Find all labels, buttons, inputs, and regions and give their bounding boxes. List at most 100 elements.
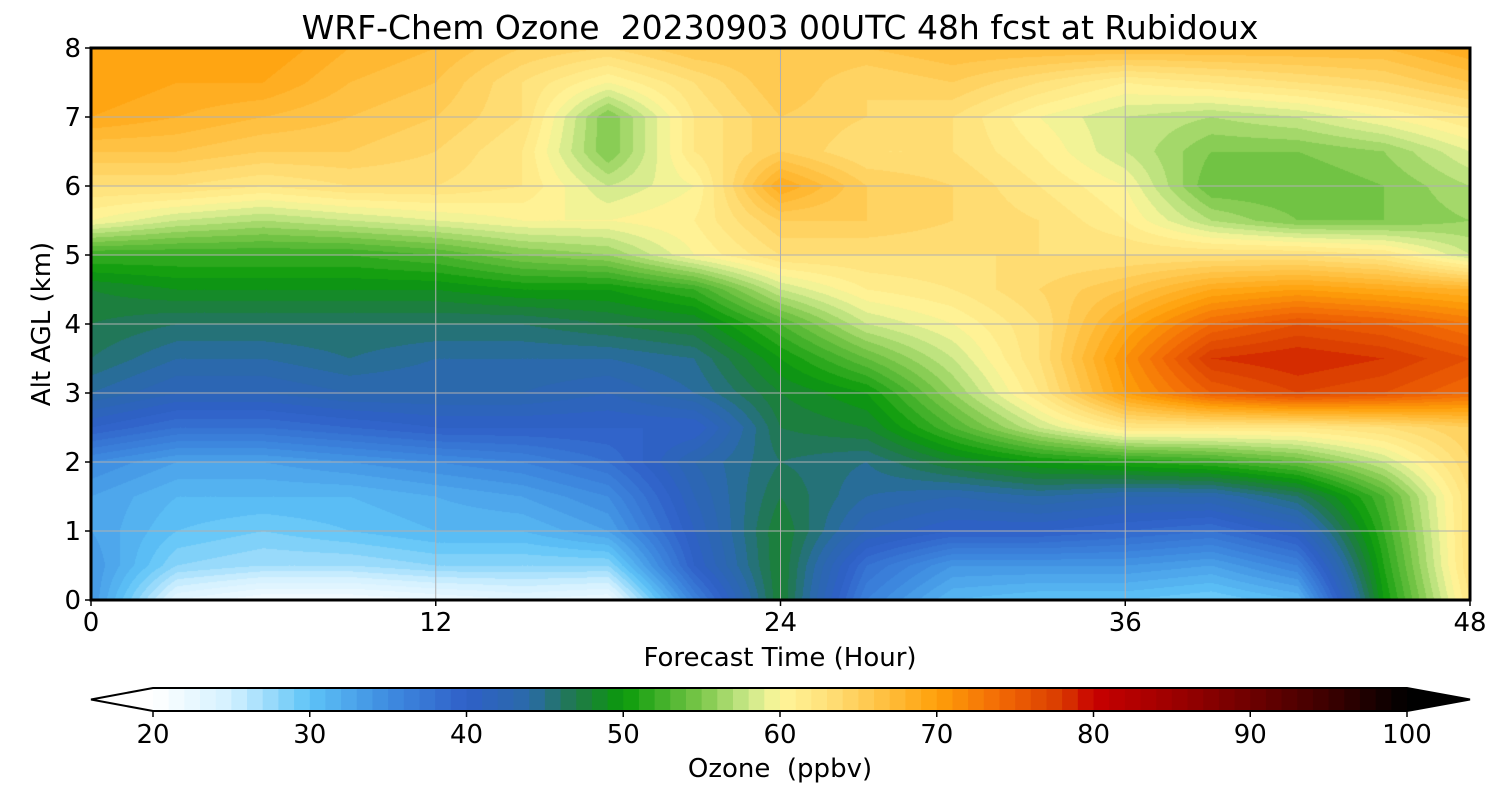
- colorbar-segment: [670, 688, 687, 711]
- colorbar-segment: [168, 688, 185, 711]
- colorbar-segment: [435, 688, 452, 711]
- colorbar-tick-label: 40: [450, 720, 483, 750]
- colorbar-segment: [1375, 688, 1392, 711]
- x-axis-label: Forecast Time (Hour): [643, 643, 916, 673]
- colorbar-segment: [623, 688, 640, 711]
- colorbar-segment: [936, 688, 954, 711]
- colorbar-segment: [905, 688, 922, 711]
- colorbar-segment: [1391, 688, 1408, 711]
- colorbar-segment: [748, 688, 765, 711]
- colorbar-segment: [529, 688, 546, 711]
- y-axis-ticks: 0 1 2 3 4 5 6 7 8: [64, 34, 91, 616]
- colorbar-label: Ozone (ppbv): [688, 754, 872, 784]
- colorbar-segment: [262, 688, 279, 711]
- colorbar-segment: [1109, 688, 1126, 711]
- colorbar-segment: [450, 688, 468, 711]
- colorbar-segment: [1250, 688, 1267, 711]
- colorbar-segment: [309, 688, 327, 711]
- colorbar-segment: [701, 688, 718, 711]
- y-tick-label: 0: [64, 586, 81, 616]
- colorbar-segment: [482, 688, 499, 711]
- colorbar-tick-label: 30: [293, 720, 326, 750]
- colorbar-tick-label: 100: [1382, 720, 1432, 750]
- colorbar-segment: [576, 688, 593, 711]
- colorbar-segment: [497, 688, 515, 711]
- colorbar-segment: [827, 688, 844, 711]
- colorbar-segment: [654, 688, 671, 711]
- colorbar-segment: [1281, 688, 1298, 711]
- colorbar-segment: [1015, 688, 1032, 711]
- y-tick-label: 3: [64, 379, 81, 409]
- x-tick-label: 48: [1453, 608, 1486, 638]
- colorbar-segment: [1187, 688, 1204, 711]
- colorbar-tick-label: 90: [1234, 720, 1267, 750]
- colorbar-segment: [341, 688, 358, 711]
- colorbar-segment: [544, 688, 562, 711]
- colorbar-segment: [685, 688, 703, 711]
- colorbar-segment: [1062, 688, 1079, 711]
- colorbar-tick-label: 50: [607, 720, 640, 750]
- colorbar-segment: [858, 688, 875, 711]
- x-tick-label: 0: [83, 608, 100, 638]
- colorbar-segment: [1218, 688, 1236, 711]
- colorbar-segment: [388, 688, 405, 711]
- colorbar: 20 30 40 50 60 70 80 90 100: [90, 687, 1471, 750]
- colorbar-segment: [921, 688, 938, 711]
- y-tick-label: 1: [64, 517, 81, 547]
- x-axis-ticks: 0 12 24 36 48: [83, 600, 1487, 638]
- colorbar-segment: [294, 688, 311, 711]
- colorbar-segment: [1030, 688, 1048, 711]
- colorbar-tick-label: 20: [136, 720, 169, 750]
- colorbar-segment: [1124, 688, 1142, 711]
- colorbar-segment: [732, 688, 750, 711]
- colorbar-segment: [560, 688, 577, 711]
- colorbar-segment: [952, 688, 969, 711]
- y-tick-label: 4: [64, 310, 81, 340]
- chart-title: WRF-Chem Ozone 20230903 00UTC 48h fcst a…: [302, 8, 1259, 47]
- colorbar-segment: [780, 688, 797, 711]
- colorbar-segment: [999, 688, 1016, 711]
- x-tick-label: 36: [1109, 608, 1142, 638]
- colorbar-segment: [764, 688, 781, 711]
- colorbar-segment: [200, 688, 217, 711]
- colorbar-segment: [842, 688, 859, 711]
- colorbar-tick-label: 70: [920, 720, 953, 750]
- colorbar-segment: [356, 688, 374, 711]
- colorbar-segment: [874, 688, 891, 711]
- colorbar-segment: [513, 688, 530, 711]
- colorbar-segment: [607, 688, 624, 711]
- colorbar-tick-label: 80: [1077, 720, 1110, 750]
- colorbar-segment: [325, 688, 342, 711]
- x-tick-label: 24: [764, 608, 797, 638]
- x-tick-label: 12: [419, 608, 452, 638]
- colorbar-segment: [795, 688, 812, 711]
- y-tick-label: 8: [64, 34, 81, 64]
- colorbar-extend-max: [1407, 688, 1470, 711]
- colorbar-segment: [1265, 688, 1283, 711]
- colorbar-segment: [231, 688, 248, 711]
- colorbar-segment: [466, 688, 483, 711]
- colorbar-segment: [1140, 688, 1157, 711]
- y-axis-label: Alt AGL (km): [27, 242, 57, 406]
- y-tick-label: 6: [64, 172, 81, 202]
- colorbar-extend-min: [91, 688, 153, 711]
- y-tick-label: 2: [64, 448, 81, 478]
- colorbar-segment: [717, 688, 734, 711]
- y-tick-label: 7: [64, 103, 81, 133]
- colorbar-segment: [372, 688, 389, 711]
- colorbar-segment: [1156, 688, 1173, 711]
- colorbar-segment: [1171, 688, 1189, 711]
- colorbar-segment: [1328, 688, 1345, 711]
- plot-area: [89, 46, 1472, 602]
- colorbar-segment: [1234, 688, 1251, 711]
- colorbar-segment: [419, 688, 436, 711]
- colorbar-segment: [591, 688, 609, 711]
- colorbar-segment: [889, 688, 906, 711]
- colorbar-segment: [1297, 688, 1314, 711]
- colorbar-segment: [278, 688, 295, 711]
- colorbar-segment: [811, 688, 828, 711]
- colorbar-segment: [153, 688, 170, 711]
- y-tick-label: 5: [64, 241, 81, 271]
- colorbar-segment: [215, 688, 232, 711]
